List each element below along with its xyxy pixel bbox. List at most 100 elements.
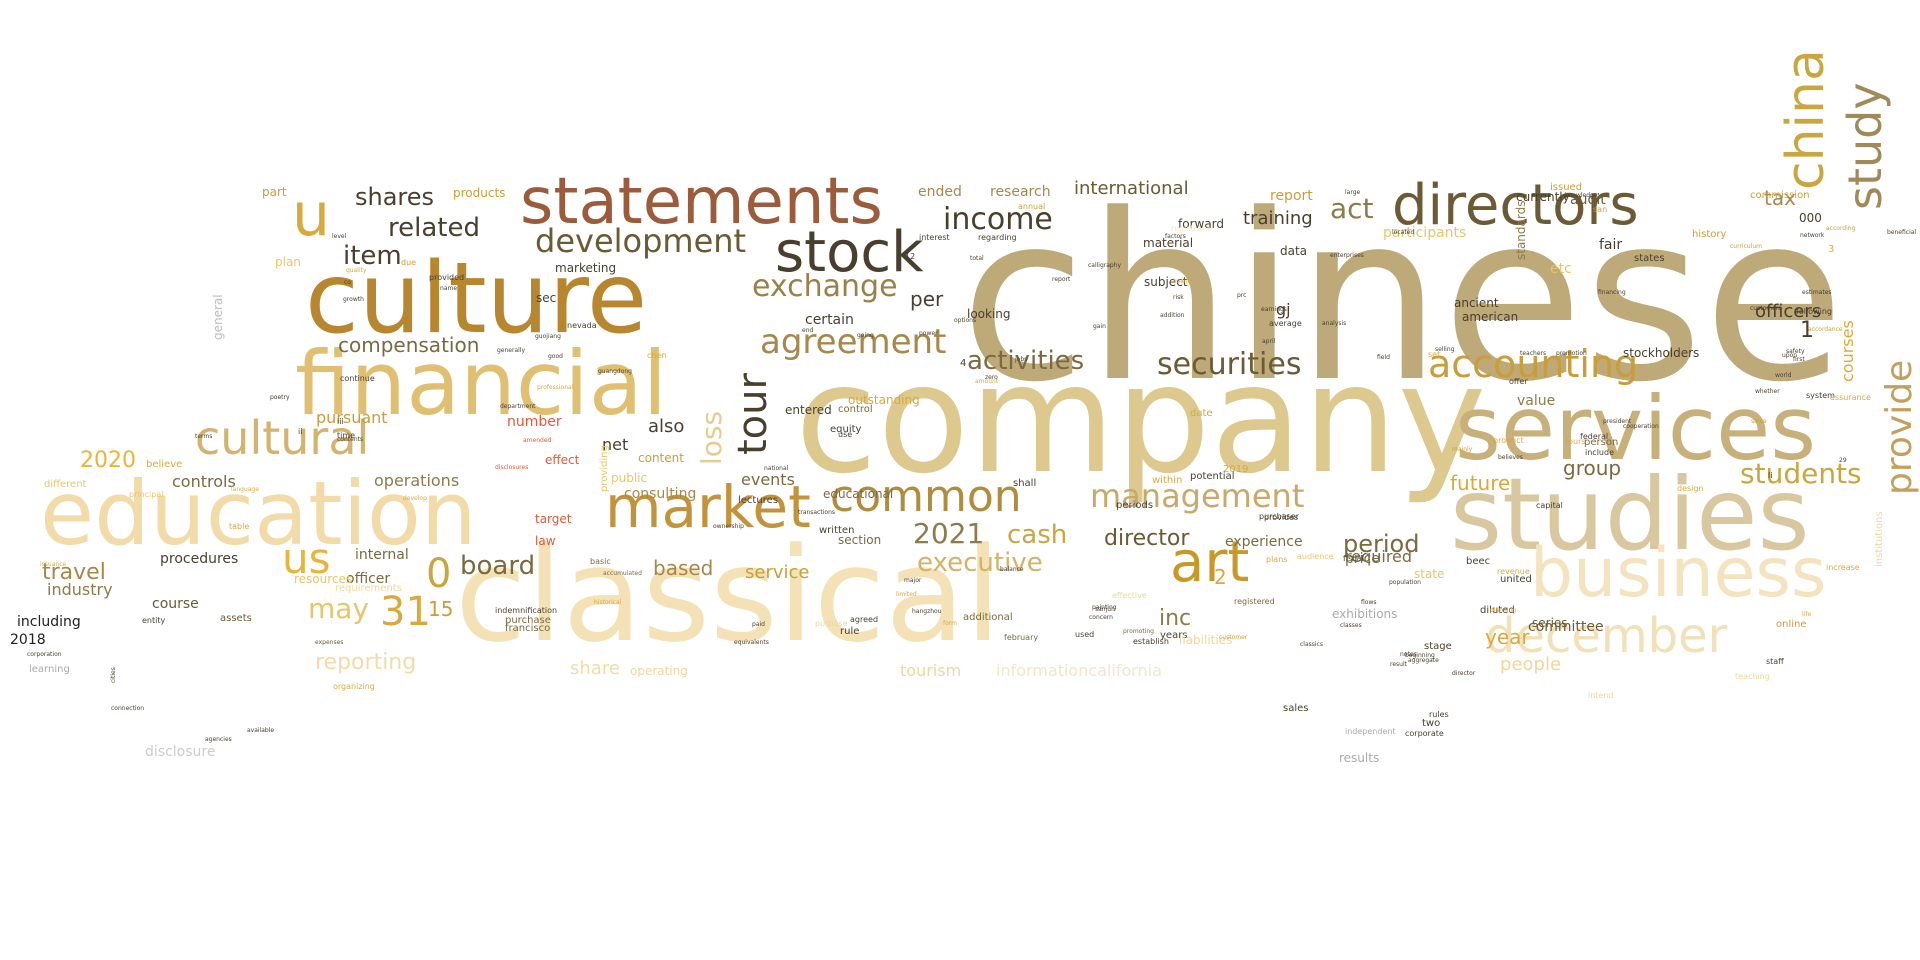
cloud-word: earnings — [1261, 306, 1287, 313]
cloud-word: liabilities — [1179, 633, 1233, 647]
cloud-word: calligraphy — [1088, 262, 1122, 269]
cloud-word: jobs — [1015, 356, 1028, 363]
cloud-word: 2019 — [1223, 464, 1249, 475]
cloud-word: selling — [1435, 346, 1455, 353]
cloud-word: officer — [346, 571, 391, 587]
cloud-word: procedures — [160, 551, 239, 567]
cloud-word: guojiang — [535, 333, 561, 340]
cloud-word: art — [1170, 530, 1250, 595]
cloud-word: historical — [594, 599, 622, 606]
cloud-word: quality — [346, 267, 367, 274]
cloud-word: gj — [1276, 300, 1291, 319]
cloud-word: poetry — [270, 394, 290, 401]
cloud-word: sec — [536, 291, 557, 305]
cloud-word: international — [1074, 178, 1189, 199]
cloud-word: compensation — [338, 333, 480, 357]
cloud-word: registered — [1234, 597, 1275, 606]
cloud-word: customers — [1750, 305, 1782, 312]
cloud-word: beginning — [1405, 652, 1435, 659]
cloud-word: experience — [1225, 534, 1303, 550]
cloud-word: factors — [1165, 233, 1186, 240]
cloud-word: 2018 — [10, 632, 46, 648]
cloud-word: forward — [1178, 217, 1225, 231]
cloud-word: share — [570, 658, 620, 679]
cloud-word: service — [745, 562, 810, 583]
cloud-word: based — [653, 556, 714, 580]
cloud-word: limited — [896, 591, 917, 598]
cloud-word: time — [337, 431, 356, 440]
cloud-word: year — [1485, 625, 1530, 649]
cloud-word: report — [1270, 188, 1313, 204]
cloud-word: person — [1584, 437, 1619, 448]
cloud-word: believes — [1498, 454, 1523, 461]
cloud-word: accordance — [1808, 326, 1843, 333]
cloud-word: 4 — [960, 358, 967, 369]
cloud-word: customer — [1219, 634, 1248, 641]
cloud-word: business — [1530, 534, 1827, 613]
cloud-word: people — [1500, 654, 1562, 675]
cloud-word: sales — [1283, 703, 1309, 714]
cloud-word: since — [1751, 418, 1767, 425]
cloud-word: risk — [1173, 294, 1184, 301]
cloud-word: accounting — [1428, 342, 1639, 386]
cloud-word: organizing — [333, 682, 375, 691]
cloud-word: education — [40, 462, 477, 565]
cloud-word: management — [1090, 477, 1305, 515]
cloud-word: system — [1806, 391, 1835, 400]
cloud-word: intend — [1588, 691, 1614, 700]
cloud-word: level — [332, 233, 347, 240]
cloud-word: curriculum — [1730, 243, 1763, 250]
cloud-word: us — [282, 534, 331, 583]
cloud-word: staff — [1766, 657, 1784, 666]
cloud-word: stockholders — [1623, 346, 1700, 360]
cloud-word: issuance — [40, 561, 67, 568]
cloud-word: officers — [1755, 301, 1822, 322]
cloud-word: expenses — [315, 639, 344, 646]
cloud-word: ancient — [1454, 296, 1499, 310]
cloud-word: cities — [110, 667, 117, 683]
cloud-word: internal — [355, 547, 409, 563]
cloud-word: whether — [1755, 388, 1780, 395]
cloud-word: years — [1160, 630, 1188, 641]
cloud-word: iii — [337, 417, 344, 426]
cloud-word: ownership — [713, 523, 744, 530]
cloud-word: addition — [1160, 312, 1185, 319]
cloud-word: life — [1802, 611, 1812, 618]
cloud-word: going — [857, 332, 874, 339]
cloud-word: value — [1517, 393, 1556, 409]
cloud-word: informationcalifornia — [996, 661, 1162, 680]
cloud-word: two — [1422, 718, 1441, 729]
cloud-word: kuang — [1173, 278, 1192, 285]
cloud-word: chen — [647, 351, 667, 360]
cloud-word: also — [648, 416, 685, 437]
cloud-word: net — [602, 435, 629, 454]
cloud-word: statements — [520, 165, 883, 239]
cloud-word: rule — [840, 626, 860, 637]
cloud-word: li — [1768, 471, 1773, 480]
cloud-word: required — [1345, 547, 1413, 566]
cloud-word: effective — [1112, 591, 1147, 600]
cloud-word: stock — [775, 220, 924, 285]
cloud-word: including — [17, 614, 81, 630]
cloud-word: accumulated — [603, 570, 642, 577]
cloud-word: executive — [917, 548, 1043, 578]
cloud-word: equity — [830, 424, 862, 435]
cloud-word: indemnification — [495, 606, 558, 615]
cloud-word: balance — [1000, 566, 1024, 573]
cloud-word: result — [1390, 661, 1407, 668]
cloud-word: 15 — [428, 597, 454, 621]
cloud-word: series — [1532, 616, 1568, 630]
cloud-word: set — [1428, 350, 1441, 359]
cloud-word: product — [1493, 436, 1524, 445]
cloud-word: upon — [1782, 352, 1798, 359]
cloud-word: enterprises — [1330, 252, 1364, 259]
cloud-word: world — [1775, 372, 1792, 379]
cloud-word: united — [1500, 574, 1532, 585]
cloud-word: classes — [1340, 622, 1362, 629]
cloud-word: principal — [129, 490, 164, 499]
cloud-word: aggregate — [1408, 657, 1439, 664]
cloud-word: target — [535, 512, 572, 526]
cloud-word: end — [802, 327, 814, 334]
cloud-word: services — [1455, 377, 1817, 480]
cloud-word: teachers — [1520, 350, 1547, 357]
